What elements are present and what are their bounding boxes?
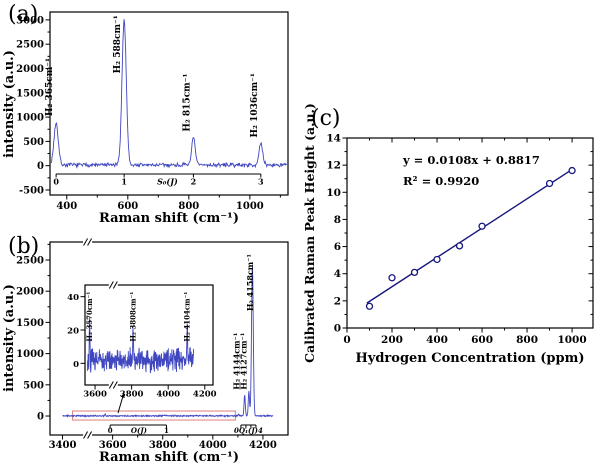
data-point xyxy=(545,179,554,188)
x-tick-label: 3400 xyxy=(49,440,77,451)
chart-a-frame xyxy=(49,11,289,196)
panel-c-label: (c) xyxy=(311,106,341,131)
peak-label: H₂ 4158cm⁻¹ xyxy=(245,254,255,311)
x-tick-label: 400 xyxy=(426,334,448,346)
y-tick-label: 2500 xyxy=(16,40,44,51)
x-tick-label: 800 xyxy=(178,201,199,212)
x-tick-label: 3800 xyxy=(120,390,144,400)
chart-a: 400 600 800 1000 -500 0 500 1000 1500 2000 2500 300… xyxy=(2,11,289,226)
y-tick-label: 500 xyxy=(23,380,44,391)
fit-r-squared: R² = 0.9920 xyxy=(403,174,479,188)
y-axis-title: Calibrated Raman Peak Height (a.u.) xyxy=(302,103,317,363)
chart-b-inset: 3600 3800 4000 4200 0 20 40 H₂ 3570cm⁻¹ H₂ 3808c… xyxy=(67,281,217,400)
x-tick-label: 4200 xyxy=(193,390,217,400)
peak-label: H₂ 365cm⁻¹ xyxy=(45,58,55,116)
branch-label: O(J) xyxy=(131,426,147,435)
branch-number: 1 xyxy=(164,426,169,435)
data-point xyxy=(410,268,419,277)
x-tick-label: 3600 xyxy=(83,390,107,400)
x-tick-label: 1000 xyxy=(557,334,586,346)
y-tick-label: 6 xyxy=(334,241,341,253)
y-tick-label: 1000 xyxy=(16,349,44,360)
y-tick-label: 0 xyxy=(37,161,44,172)
y-tick-label: 1000 xyxy=(16,113,44,124)
x-tick-label: 1000 xyxy=(236,201,264,212)
peak-label: H₂ 4144cm⁻¹ xyxy=(231,333,241,390)
x-axis-title: Raman shift (cm⁻¹) xyxy=(99,211,239,226)
data-point xyxy=(433,255,441,264)
y-tick-label: 3000 xyxy=(16,15,44,26)
branch-number: 0 xyxy=(108,426,113,435)
fit-line xyxy=(366,167,575,304)
panel-b-chart: 3400 3600 3800 4000 420005001000150020002500… xyxy=(2,238,289,465)
chart-b-inset-spectrum-line xyxy=(86,316,195,374)
data-point xyxy=(388,274,396,282)
x-tick-label: 4200 xyxy=(249,440,277,451)
chart-b: 3400 3600 3800 4000 420005001000150020002500… xyxy=(2,238,289,465)
y-tick-label: 2 xyxy=(334,295,341,307)
y-tick-label: 14 xyxy=(326,133,341,145)
fit-equation: y = 0.0108x + 0.8817 xyxy=(402,153,540,167)
y-tick-label: 2000 xyxy=(16,287,44,298)
y-axis-title: intensity (a.u.) xyxy=(2,284,17,392)
chart-c: 0 200 400 600 800 1000 0 2 4 6 8 10 12 14 y = 0.0108x … xyxy=(302,103,594,366)
peak-label: H₂ 815cm⁻¹ xyxy=(182,74,192,132)
x-tick-label: 400 xyxy=(56,201,77,212)
x-tick-label: 600 xyxy=(471,334,493,346)
y-axis-title: intensity (a.u.) xyxy=(2,50,17,158)
data-point xyxy=(365,302,374,310)
y-tick-label: 0 xyxy=(73,360,79,370)
x-tick-label: 4000 xyxy=(156,390,180,400)
branch-number: 3 xyxy=(258,177,264,187)
x-axis-title: Hydrogen Concentration (ppm) xyxy=(356,351,585,366)
data-point xyxy=(478,222,486,230)
x-tick-label: 3600 xyxy=(99,440,127,451)
branch-label: 0Q₁(J)4 xyxy=(234,426,263,435)
peak-label: H₂ 3570cm⁻¹ xyxy=(85,292,94,342)
chart-a-spectrum-line xyxy=(51,19,287,169)
y-tick-label: -500 xyxy=(19,185,44,196)
data-point xyxy=(568,166,576,175)
peak-label: H₂ 588cm⁻¹ xyxy=(113,15,123,73)
y-tick-label: 500 xyxy=(23,137,44,148)
x-tick-label: 200 xyxy=(381,334,403,346)
y-tick-label: 2000 xyxy=(16,64,44,75)
branch-number: 0 xyxy=(53,177,59,187)
panel-c-chart: 0 200 400 600 800 1000 0 2 4 6 8 10 12 14 y = 0.0108x … xyxy=(302,103,594,366)
x-tick-label: 600 xyxy=(117,201,138,212)
inset-callout-arrow xyxy=(117,393,125,414)
branch-label: S₀(J) xyxy=(157,177,178,187)
branch-number: 2 xyxy=(191,177,197,187)
y-tick-label: 12 xyxy=(326,160,341,172)
data-point xyxy=(455,242,464,250)
peak-label: H₂ 4104cm⁻¹ xyxy=(183,292,192,342)
chart-b-inset-frame xyxy=(84,284,214,386)
panel-a-chart: 400 600 800 1000 -500 0 500 1000 1500 2000 2500 300… xyxy=(2,11,289,226)
y-tick-label: 8 xyxy=(334,214,341,226)
y-tick-label: 4 xyxy=(334,268,341,280)
x-tick-label: 3800 xyxy=(149,440,177,451)
panel-a-label: (a) xyxy=(8,2,39,27)
y-tick-label: 40 xyxy=(67,293,79,303)
x-tick-label: 800 xyxy=(516,334,538,346)
x-tick-label: 0 xyxy=(343,334,350,346)
y-tick-label: 0 xyxy=(37,412,44,423)
branch-number: 1 xyxy=(121,177,127,187)
y-tick-label: 10 xyxy=(326,187,341,199)
peak-label: H₂ 1036cm⁻¹ xyxy=(250,73,260,137)
x-axis-title: Raman shift (cm⁻¹) xyxy=(99,450,239,465)
y-tick-label: 2500 xyxy=(16,255,44,266)
panel-b-label: (b) xyxy=(8,234,40,259)
peak-label: H₂ 4127cm⁻¹ xyxy=(238,333,248,390)
y-tick-label: 20 xyxy=(67,327,79,337)
chart-b-spectrum-line xyxy=(62,266,274,418)
y-tick-label: 1500 xyxy=(16,318,44,329)
x-tick-label: 4000 xyxy=(199,440,227,451)
y-tick-label: 1500 xyxy=(16,88,44,99)
y-tick-label: 0 xyxy=(334,323,341,335)
peak-label: H₂ 3808cm⁻¹ xyxy=(129,292,138,342)
